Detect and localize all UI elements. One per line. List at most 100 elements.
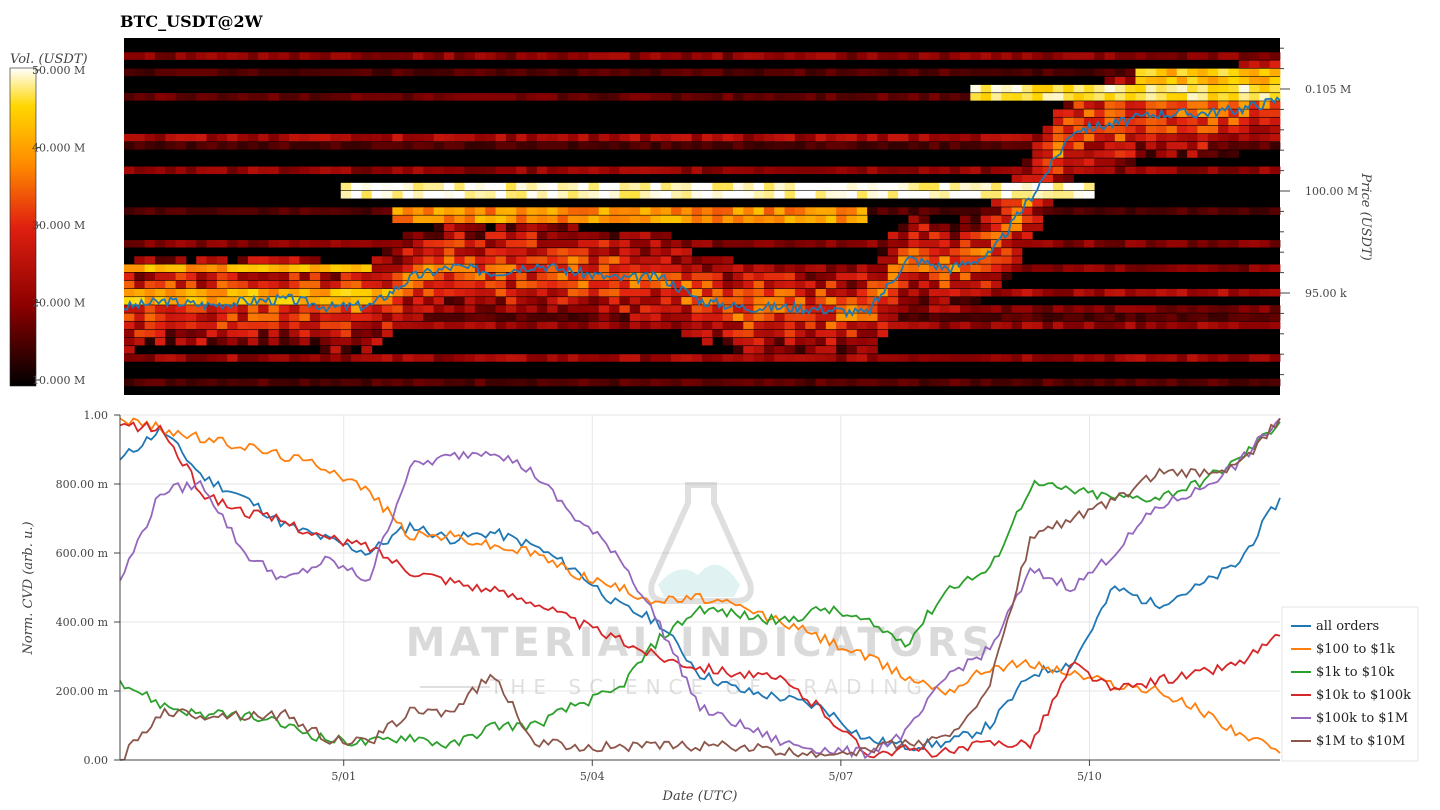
heatmap-cell bbox=[640, 133, 651, 142]
heatmap-cell bbox=[598, 215, 610, 224]
heatmap-cell bbox=[536, 133, 548, 142]
heatmap-cell bbox=[1001, 354, 1013, 362]
heatmap-cell bbox=[588, 256, 600, 264]
heatmap-cell bbox=[1011, 174, 1023, 183]
heatmap-cell bbox=[898, 223, 909, 232]
heatmap-cell bbox=[485, 182, 496, 191]
heatmap-cell bbox=[660, 231, 672, 240]
heatmap-cell bbox=[382, 280, 393, 289]
heatmap-cell bbox=[1249, 288, 1260, 297]
heatmap-cell bbox=[330, 239, 342, 248]
heatmap-cell bbox=[702, 52, 713, 60]
heatmap-cell bbox=[1135, 117, 1147, 126]
heatmap-cell bbox=[949, 354, 961, 362]
heatmap-cell bbox=[547, 207, 558, 215]
heatmap-cell bbox=[144, 142, 156, 150]
heatmap-cell bbox=[619, 231, 631, 240]
heatmap-cell bbox=[588, 142, 600, 150]
heatmap-cell bbox=[1218, 288, 1229, 297]
price-axis-label: Price (USDT) bbox=[1358, 172, 1373, 260]
heatmap-cell bbox=[980, 142, 992, 150]
heatmap-cell bbox=[382, 272, 393, 281]
heatmap-cell bbox=[505, 207, 517, 215]
heatmap-cell bbox=[1125, 354, 1136, 362]
heatmap-cell bbox=[495, 321, 507, 330]
heatmap-cell bbox=[495, 297, 507, 305]
heatmap-cell bbox=[722, 378, 734, 387]
heatmap-cell bbox=[361, 321, 373, 330]
heatmap-cell bbox=[1207, 313, 1219, 321]
cvd-series-line bbox=[119, 417, 1281, 760]
price-tick-label: 0.105 M bbox=[1305, 83, 1351, 96]
heatmap-cell bbox=[1001, 321, 1013, 330]
heatmap-cell bbox=[402, 297, 414, 305]
heatmap-cell bbox=[196, 52, 207, 60]
heatmap-cell bbox=[165, 272, 177, 281]
heatmap-cell bbox=[1238, 321, 1250, 330]
heatmap-cell bbox=[1187, 321, 1198, 330]
heatmap-cell bbox=[175, 166, 187, 175]
heatmap-cell bbox=[578, 248, 589, 256]
heatmap-cell bbox=[536, 215, 548, 224]
heatmap-cell bbox=[929, 256, 940, 264]
heatmap-cell bbox=[216, 280, 228, 289]
heatmap-cell bbox=[1218, 52, 1229, 60]
heatmap-cell bbox=[887, 133, 899, 142]
heatmap-cell bbox=[1166, 305, 1178, 313]
heatmap-cell bbox=[588, 68, 600, 77]
heatmap-cell bbox=[134, 264, 146, 272]
heatmap-cell bbox=[1176, 68, 1188, 77]
heatmap-cell bbox=[154, 207, 166, 215]
heatmap-cell bbox=[898, 264, 909, 272]
heatmap-cell bbox=[856, 215, 868, 224]
heatmap-cell bbox=[650, 264, 662, 272]
heatmap-cell bbox=[154, 256, 166, 264]
heatmap-cell bbox=[1063, 52, 1074, 60]
heatmap-cell bbox=[815, 378, 827, 387]
heatmap-cell bbox=[836, 93, 847, 101]
heatmap-cell bbox=[206, 280, 218, 289]
heatmap-cell bbox=[320, 93, 331, 101]
heatmap-cell bbox=[299, 133, 311, 142]
heatmap-cell bbox=[237, 313, 249, 321]
heatmap-cell bbox=[732, 272, 744, 281]
heatmap-cell bbox=[206, 354, 218, 362]
heatmap-cell bbox=[330, 272, 342, 281]
heatmap-cell bbox=[867, 133, 878, 142]
heatmap-cell bbox=[516, 166, 527, 175]
heatmap-cell bbox=[433, 321, 445, 330]
heatmap-cell bbox=[887, 256, 899, 264]
heatmap-cell bbox=[960, 248, 971, 256]
heatmap-cell bbox=[495, 248, 507, 256]
heatmap-cell bbox=[887, 297, 899, 305]
heatmap-cell bbox=[402, 248, 414, 256]
heatmap-cell bbox=[526, 321, 538, 330]
heatmap-cell bbox=[980, 231, 992, 240]
heatmap-cell bbox=[1145, 76, 1157, 85]
heatmap-cell bbox=[1207, 125, 1219, 134]
heatmap-cell bbox=[1001, 166, 1013, 175]
heatmap-cell bbox=[464, 142, 476, 150]
heatmap-cell bbox=[392, 288, 404, 297]
heatmap-cell bbox=[247, 354, 259, 362]
heatmap-cell bbox=[185, 378, 197, 387]
heatmap-cell bbox=[464, 191, 476, 199]
heatmap-cell bbox=[309, 264, 321, 272]
heatmap-cell bbox=[1073, 166, 1085, 175]
heatmap-cell bbox=[1032, 264, 1044, 272]
heatmap-cell bbox=[640, 280, 651, 289]
heatmap-cell bbox=[660, 133, 672, 142]
heatmap-cell bbox=[1083, 264, 1095, 272]
heatmap-cell bbox=[536, 280, 548, 289]
heatmap-cell bbox=[650, 378, 662, 387]
heatmap-cell bbox=[784, 297, 796, 305]
heatmap-cell bbox=[702, 93, 713, 101]
heatmap-cell bbox=[898, 93, 909, 101]
heatmap-cell bbox=[547, 272, 558, 281]
heatmap-cell bbox=[1001, 133, 1013, 142]
heatmap-cell bbox=[671, 272, 682, 281]
heatmap-cell bbox=[1176, 207, 1188, 215]
heatmap-cell bbox=[660, 207, 672, 215]
heatmap-cell bbox=[443, 248, 455, 256]
heatmap-cell bbox=[980, 264, 992, 272]
